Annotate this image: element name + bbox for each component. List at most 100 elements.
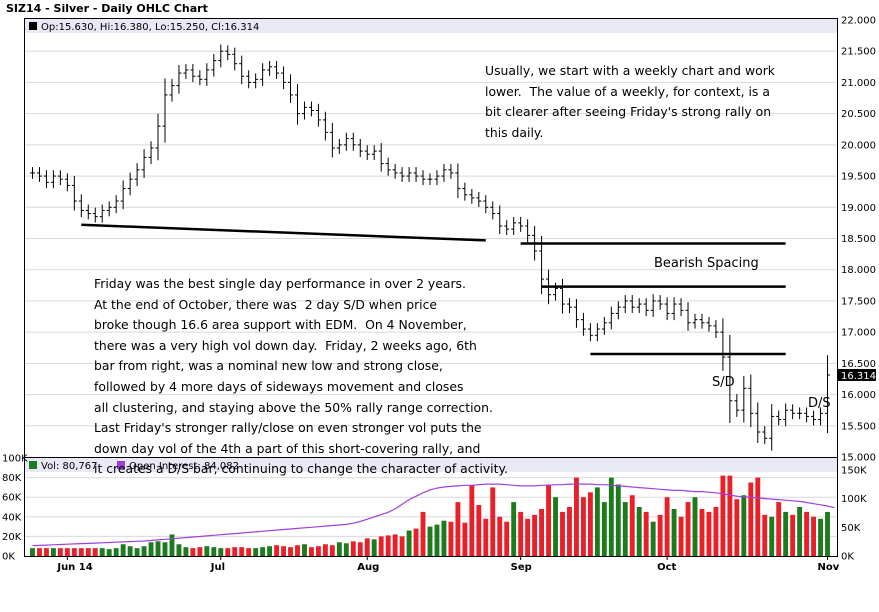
volume-bar [267, 546, 273, 556]
open-interest-line [32, 483, 835, 547]
volume-bar [378, 536, 384, 556]
volume-bar [615, 484, 621, 556]
volume-bar [288, 547, 293, 556]
volume-bar [141, 546, 147, 556]
volume-bar [385, 535, 391, 556]
volume-bar [755, 477, 761, 556]
price-panel-header [25, 19, 837, 33]
volume-bar [671, 508, 677, 556]
volume-bar [741, 495, 747, 556]
volume-bar [685, 502, 691, 556]
volume-bar [190, 548, 196, 556]
volume-bar [608, 477, 614, 556]
volume-bar [462, 522, 468, 556]
price-tick-label: 17.500 [841, 296, 876, 307]
ohlc-bars [29, 44, 831, 451]
sd-label: S/D [712, 375, 735, 390]
volume-tick-label: 100K [2, 454, 28, 465]
volume-bar [281, 546, 286, 556]
volume-bar [476, 505, 482, 556]
bearish-spacing-label: Bearish Spacing [654, 256, 759, 271]
vol-readout: Vol: 80,767 [41, 461, 98, 472]
volume-bar [302, 544, 307, 556]
price-tick-label: 22.000 [841, 16, 876, 27]
volume-bar [420, 511, 426, 556]
volume-bar [511, 502, 517, 556]
volume-bar [64, 548, 70, 556]
volume-bar [706, 511, 712, 556]
price-tick-label: 19.000 [841, 203, 876, 214]
volume-bar [546, 484, 551, 556]
volume-bar [106, 549, 112, 556]
ds-label: D/S [808, 396, 831, 411]
volume-bar [650, 521, 656, 556]
date-tick-label: Oct [657, 562, 676, 573]
volume-bar [371, 539, 377, 556]
volume-bar [148, 542, 154, 556]
volume-bar [85, 548, 91, 556]
volume-bar [120, 544, 126, 556]
volume-bar [455, 502, 461, 556]
volume-bar [553, 497, 558, 556]
volume-bar [497, 516, 503, 556]
volume-bar [239, 547, 245, 556]
volume-bar [246, 548, 252, 556]
volume-bar [169, 534, 175, 556]
price-tick-label: 15.500 [841, 421, 876, 432]
volume-bar [594, 487, 600, 556]
support-resistance-line [81, 223, 486, 242]
volume-bar [253, 548, 259, 556]
volume-bar [818, 518, 823, 556]
date-tick-label: Nov [818, 562, 840, 573]
volume-bar [99, 548, 105, 556]
oi-tick-label: 100K [841, 494, 867, 505]
volume-bar [587, 492, 593, 556]
price-tick-label: 18.000 [841, 265, 876, 276]
volume-bar [329, 545, 335, 556]
volume-bar [664, 497, 670, 556]
volume-bar [532, 514, 538, 556]
volume-bar [720, 475, 726, 556]
oi-legend-swatch [117, 461, 125, 469]
volume-bar [78, 548, 84, 556]
volume-bar [622, 502, 628, 556]
volume-bar [30, 548, 35, 556]
price-axis: 22.000 21.500 21.000 20.500 20.000 19.500 19.0… [841, 16, 876, 464]
volume-bar [748, 482, 754, 556]
annotation-top-note: Usually, we start with a weekly chart an… [485, 63, 775, 140]
volume-bar [232, 547, 238, 556]
price-tick-label: 21.500 [841, 47, 876, 58]
volume-bar [790, 514, 796, 556]
volume-bar [825, 511, 830, 556]
volume-bar [197, 547, 203, 556]
volume-bar [260, 547, 266, 556]
date-tick-label: Jul [210, 562, 225, 573]
volume-bar [657, 514, 663, 556]
volume-bar [57, 548, 63, 556]
volume-bar [204, 546, 210, 556]
volume-panel-header [25, 458, 837, 472]
volume-bar [309, 547, 314, 556]
volume-bar [434, 524, 440, 556]
volume-bar [343, 543, 349, 556]
volume-bar [406, 530, 412, 556]
volume-tick-label: 60K [2, 493, 22, 504]
volume-bar [50, 548, 56, 556]
volume-bars [30, 475, 830, 556]
volume-bar [441, 520, 447, 556]
volume-bar [539, 508, 545, 556]
volume-bar [176, 544, 182, 556]
volume-bar [504, 521, 510, 556]
volume-bar [364, 538, 370, 556]
volume-bar [762, 514, 768, 556]
volume-bar [211, 547, 217, 556]
oi-tick-label: 150K [841, 465, 867, 476]
volume-bar [804, 511, 810, 556]
volume-bar [525, 518, 531, 556]
volume-bar [350, 541, 356, 556]
volume-tick-label: 80K [2, 473, 22, 484]
volume-bar [448, 521, 454, 556]
volume-bar [71, 548, 77, 556]
date-tick-label: Jun 14 [56, 562, 92, 573]
